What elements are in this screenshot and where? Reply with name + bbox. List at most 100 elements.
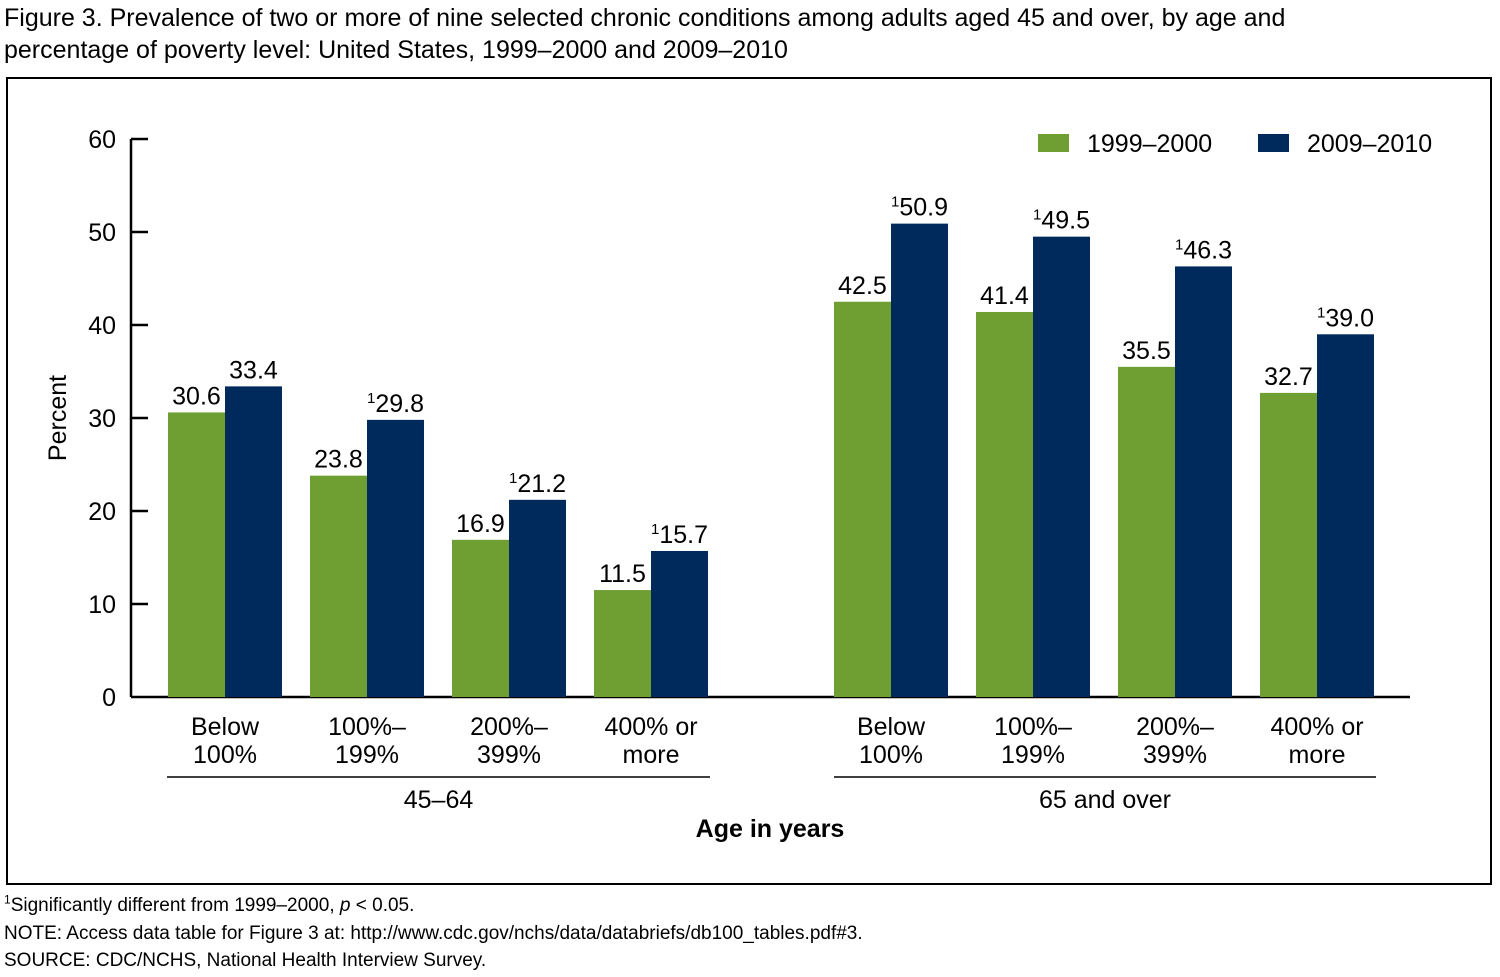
bar — [594, 590, 651, 697]
x-category-label-line: more — [623, 741, 680, 769]
legend-label: 2009–2010 — [1307, 130, 1432, 158]
data-label: 41.4 — [980, 282, 1029, 310]
x-category-label-line: 400% or — [1270, 713, 1363, 741]
x-category-label-line: 200%– — [1136, 713, 1214, 741]
data-label: 11.5 — [599, 560, 646, 588]
data-label: 115.7 — [651, 521, 708, 549]
legend-swatch — [1038, 134, 1069, 152]
data-label: 32.7 — [1264, 363, 1313, 391]
x-category-label-line: 100%– — [994, 713, 1072, 741]
data-value: 15.7 — [659, 521, 708, 549]
x-category-label-line: more — [1289, 741, 1346, 769]
data-label: 35.5 — [1122, 337, 1171, 365]
footnote-significance: 1Significantly different from 1999–2000,… — [4, 892, 415, 917]
data-label: 149.5 — [1033, 207, 1090, 235]
chart-frame — [6, 77, 1492, 885]
data-value: 39.0 — [1325, 304, 1374, 332]
data-label: 121.2 — [509, 470, 566, 498]
data-label: 129.8 — [367, 390, 424, 418]
x-category-label: 100%– 199% — [328, 713, 406, 769]
significance-marker: 1 — [651, 521, 659, 538]
x-category-label: 100%– 199% — [994, 713, 1072, 769]
significance-marker: 1 — [367, 390, 375, 407]
significance-marker: 1 — [1033, 207, 1041, 224]
y-axis-label: Percent — [44, 375, 72, 461]
x-category-label: Below 100% — [857, 713, 926, 769]
bar — [225, 386, 282, 697]
x-category-label: 200%– 399% — [1136, 713, 1214, 769]
bar — [891, 223, 948, 697]
data-value: 50.9 — [899, 194, 948, 222]
x-category-label-line: 400% or — [604, 713, 697, 741]
bar — [509, 499, 566, 697]
data-value: 49.5 — [1041, 207, 1090, 235]
y-tick-label: 30 — [88, 405, 116, 433]
data-label: 23.8 — [314, 446, 363, 474]
legend: 1999–2000 2009–2010 — [1038, 130, 1432, 158]
bar — [1175, 266, 1232, 697]
bar — [1033, 236, 1090, 697]
group-label: 45–64 — [404, 786, 474, 814]
x-category-labels: Below 100%100%– 199%200%– 399%400% or moreBe… — [167, 713, 1376, 814]
bar — [452, 539, 509, 697]
figure-title-line-1: Figure 3. Prevalence of two or more of n… — [4, 4, 1286, 32]
footnote-marker: 1 — [4, 892, 11, 907]
legend-swatch — [1258, 134, 1289, 152]
x-category-label: 400% or more — [1270, 713, 1363, 769]
significance-marker: 1 — [1317, 304, 1325, 321]
footnote-source: SOURCE: CDC/NCHS, National Health Interv… — [4, 950, 487, 971]
y-tick-label: 50 — [88, 219, 116, 247]
y-tick-label: 40 — [88, 312, 116, 340]
data-label: 42.5 — [838, 272, 887, 300]
x-category-label: 200%– 399% — [470, 713, 548, 769]
footnote-p-italic: p — [339, 895, 351, 916]
x-category-label-line: 199% — [1001, 741, 1065, 769]
data-value: 46.3 — [1183, 236, 1232, 264]
significance-marker: 1 — [509, 470, 517, 487]
data-label: 150.9 — [891, 194, 948, 222]
bar — [310, 475, 367, 697]
group-label: 65 and over — [1039, 786, 1171, 814]
x-category-label-line: 199% — [335, 741, 399, 769]
bar — [976, 311, 1033, 697]
data-label: 30.6 — [172, 382, 221, 410]
data-value: 21.2 — [517, 470, 566, 498]
data-label: 146.3 — [1175, 236, 1232, 264]
bar — [367, 419, 424, 697]
y-tick-label: 60 — [88, 126, 116, 154]
bar — [1317, 334, 1374, 697]
figure-title: Figure 3. Prevalence of two or more of n… — [4, 2, 1484, 66]
bar — [651, 550, 708, 697]
significance-marker: 1 — [891, 194, 899, 211]
bar — [168, 412, 225, 697]
footnote-sig-text: Significantly different from 1999–2000, — [10, 895, 340, 916]
legend-label: 1999–2000 — [1087, 130, 1212, 158]
x-category-label: 400% or more — [604, 713, 697, 769]
x-category-label-line: Below — [857, 713, 926, 741]
y-tick-label: 10 — [88, 591, 116, 619]
x-category-label-line: 100% — [859, 741, 923, 769]
x-category-label-line: 100% — [193, 741, 257, 769]
footnote-sig-threshold: < 0.05. — [350, 895, 415, 916]
x-category-label-line: 100%– — [328, 713, 406, 741]
significance-marker: 1 — [1175, 236, 1183, 253]
y-tick-label: 20 — [88, 498, 116, 526]
bar — [1118, 366, 1175, 697]
figure-title-line-2: percentage of poverty level: United Stat… — [4, 36, 788, 64]
data-labels: 30.623.816.911.542.5 41.435.532.733.4129.… — [172, 194, 1374, 588]
data-label: 16.9 — [456, 510, 505, 538]
x-category-label-line: Below — [191, 713, 260, 741]
footnote-note: NOTE: Access data table for Figure 3 at:… — [4, 923, 863, 944]
data-label: 139.0 — [1317, 304, 1374, 332]
data-value: 29.8 — [375, 390, 424, 418]
x-axis-label: Age in years — [696, 815, 845, 843]
bar — [1260, 392, 1317, 697]
x-category-label-line: 200%– — [470, 713, 548, 741]
x-category-label-line: 399% — [1143, 741, 1207, 769]
x-category-label: Below 100% — [191, 713, 260, 769]
y-tick-label: 0 — [102, 684, 116, 712]
bar — [834, 301, 891, 697]
data-label: 33.4 — [229, 356, 278, 384]
x-category-label-line: 399% — [477, 741, 541, 769]
